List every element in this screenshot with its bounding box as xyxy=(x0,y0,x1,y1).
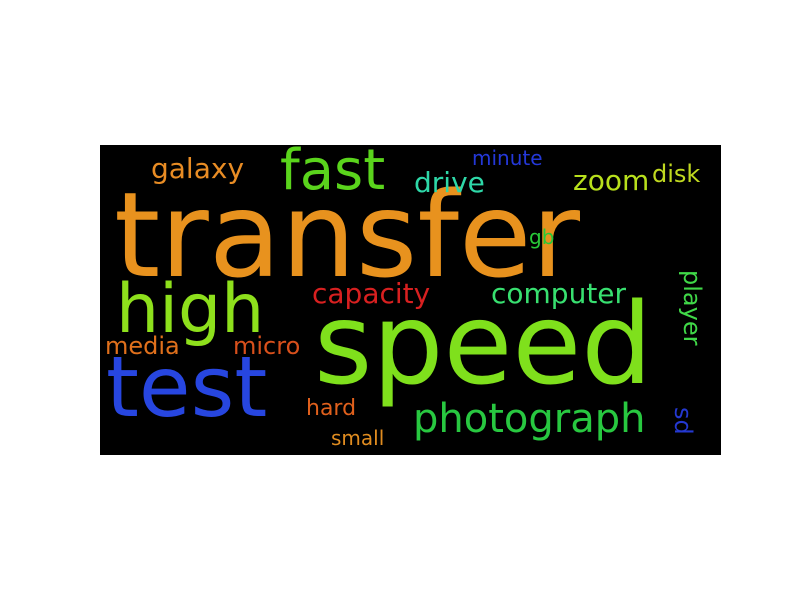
word-speed: speed xyxy=(314,280,653,410)
word-disk: disk xyxy=(652,160,701,188)
word-minute: minute xyxy=(472,146,543,170)
word-fast: fast xyxy=(280,145,386,203)
word-drive: drive xyxy=(414,166,485,199)
word-capacity: capacity xyxy=(312,277,431,310)
word-zoom: zoom xyxy=(573,164,650,197)
word-test: test xyxy=(106,338,268,436)
word-micro: micro xyxy=(233,332,301,360)
word-transfer: transfer xyxy=(114,166,581,304)
word-media: media xyxy=(105,332,180,360)
word-player: player xyxy=(678,270,706,346)
word-cloud: transfer speed test high fast photograph… xyxy=(100,145,721,455)
word-hard: hard xyxy=(306,396,357,421)
word-computer: computer xyxy=(491,277,627,310)
word-sd: sd xyxy=(669,407,697,435)
word-small: small xyxy=(331,426,385,450)
word-photograph: photograph xyxy=(413,396,646,442)
word-high: high xyxy=(116,270,265,349)
word-gb: gb xyxy=(529,225,555,249)
word-galaxy: galaxy xyxy=(151,152,245,185)
